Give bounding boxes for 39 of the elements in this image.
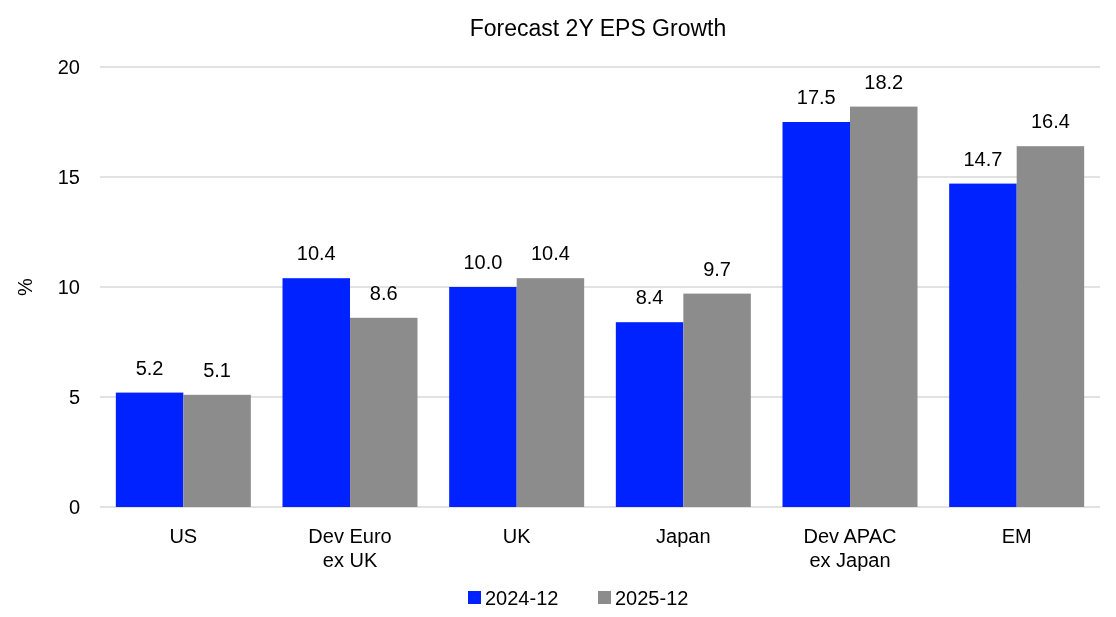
data-label: 17.5 [796, 86, 836, 108]
bar [949, 183, 1017, 507]
x-tick-label: Dev Euro ex UK [308, 525, 392, 571]
bar [516, 278, 585, 507]
bar [282, 278, 350, 507]
data-label: 18.2 [864, 70, 904, 93]
data-label: 10.0 [463, 251, 503, 273]
bar [183, 394, 251, 507]
data-label: 14.7 [963, 147, 1003, 170]
x-tick-label: EM [1001, 525, 1032, 547]
y-tick-label: 20 [57, 56, 80, 78]
y-tick-label: 10 [57, 276, 80, 298]
data-label: 8.6 [369, 281, 398, 304]
y-tick-label: 0 [68, 496, 80, 518]
y-axis-title: % [14, 277, 36, 296]
bar [1016, 146, 1085, 507]
legend-label: 2024-12 [485, 587, 559, 609]
bar [683, 293, 751, 507]
bar [115, 392, 184, 507]
data-label: 10.4 [296, 242, 336, 265]
data-label: 8.4 [635, 286, 664, 309]
data-label: 5.1 [203, 358, 231, 381]
data-label: 16.4 [1030, 110, 1070, 133]
x-tick-label: Japan [656, 525, 711, 547]
y-tick-label: 15 [57, 166, 80, 188]
x-tick-label: Dev APAC ex Japan [803, 525, 897, 571]
bar [850, 106, 918, 507]
legend-label: 2025-12 [615, 587, 689, 609]
data-label: 9.7 [703, 257, 731, 280]
bar [615, 322, 684, 507]
chart-title: Forecast 2Y EPS Growth [469, 15, 727, 41]
y-tick-label: 5 [68, 386, 80, 408]
x-tick-label: UK [502, 525, 532, 547]
bar [350, 317, 418, 507]
bar [782, 122, 850, 507]
x-tick-label: US [169, 525, 198, 547]
data-label: 5.2 [135, 356, 164, 379]
data-label: 10.4 [530, 242, 570, 265]
bar [449, 287, 517, 507]
